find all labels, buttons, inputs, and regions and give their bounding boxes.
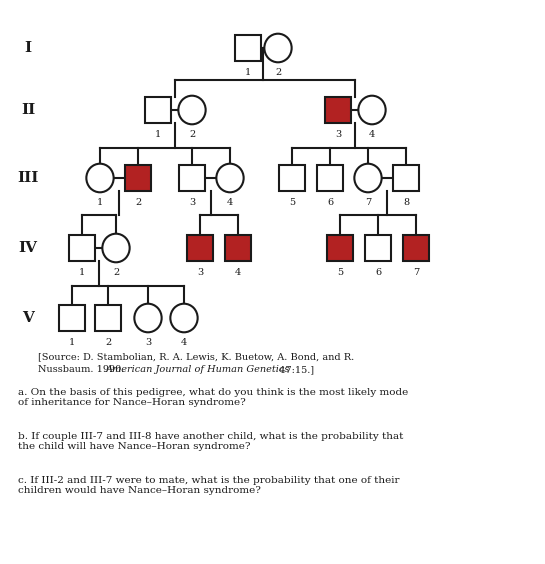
Text: Nussbaum. 1990.: Nussbaum. 1990. xyxy=(38,365,128,374)
Text: III: III xyxy=(17,171,39,185)
Text: 4: 4 xyxy=(181,338,187,347)
Text: 3: 3 xyxy=(189,198,195,207)
Text: 4: 4 xyxy=(369,130,375,139)
Text: 7: 7 xyxy=(365,198,371,207)
Text: IV: IV xyxy=(19,241,38,255)
Text: 1: 1 xyxy=(79,268,85,277)
Bar xyxy=(317,165,343,191)
Ellipse shape xyxy=(102,233,130,262)
Text: 2: 2 xyxy=(105,338,111,347)
Bar xyxy=(403,235,429,261)
Bar xyxy=(393,165,419,191)
Text: I: I xyxy=(25,41,32,55)
Bar xyxy=(225,235,251,261)
Text: 1: 1 xyxy=(97,198,103,207)
Ellipse shape xyxy=(354,164,381,192)
Text: 2: 2 xyxy=(189,130,195,139)
Ellipse shape xyxy=(216,164,244,192)
Text: 5: 5 xyxy=(337,268,343,277)
Text: b. If couple III-7 and III-8 have another child, what is the probability that
th: b. If couple III-7 and III-8 have anothe… xyxy=(18,432,403,451)
Ellipse shape xyxy=(359,96,386,124)
Text: 3: 3 xyxy=(197,268,203,277)
Bar xyxy=(279,165,305,191)
Text: [Source: D. Stambolian, R. A. Lewis, K. Buetow, A. Bond, and R.: [Source: D. Stambolian, R. A. Lewis, K. … xyxy=(38,352,354,361)
Text: 4: 4 xyxy=(227,198,233,207)
Text: 2: 2 xyxy=(113,268,119,277)
Bar xyxy=(59,305,85,331)
Bar xyxy=(179,165,205,191)
Text: 1: 1 xyxy=(155,130,161,139)
Text: V: V xyxy=(22,311,34,325)
Bar xyxy=(365,235,391,261)
Ellipse shape xyxy=(178,96,205,124)
Bar xyxy=(325,97,351,123)
Ellipse shape xyxy=(264,34,292,62)
Bar xyxy=(95,305,121,331)
Text: c. If III-2 and III-7 were to mate, what is the probability that one of their
ch: c. If III-2 and III-7 were to mate, what… xyxy=(18,476,399,495)
Ellipse shape xyxy=(135,303,162,332)
Bar xyxy=(145,97,171,123)
Ellipse shape xyxy=(86,164,114,192)
Bar xyxy=(187,235,213,261)
Bar xyxy=(125,165,151,191)
Text: 6: 6 xyxy=(327,198,333,207)
Ellipse shape xyxy=(171,303,198,332)
Text: 3: 3 xyxy=(145,338,151,347)
Bar xyxy=(327,235,353,261)
Text: 6: 6 xyxy=(375,268,381,277)
Text: 7: 7 xyxy=(413,268,419,277)
Text: a. On the basis of this pedigree, what do you think is the most likely mode
of i: a. On the basis of this pedigree, what d… xyxy=(18,388,408,407)
Bar xyxy=(69,235,95,261)
Text: 5: 5 xyxy=(289,198,295,207)
Text: 4: 4 xyxy=(235,268,241,277)
Text: 2: 2 xyxy=(275,68,281,77)
Text: American Journal of Human Genetics: American Journal of Human Genetics xyxy=(106,365,290,374)
Text: 2: 2 xyxy=(135,198,141,207)
Text: 1: 1 xyxy=(245,68,251,77)
Text: 8: 8 xyxy=(403,198,409,207)
Bar xyxy=(235,35,261,61)
Text: 3: 3 xyxy=(335,130,341,139)
Text: II: II xyxy=(21,103,35,117)
Text: 47:15.]: 47:15.] xyxy=(276,365,314,374)
Text: 1: 1 xyxy=(69,338,75,347)
